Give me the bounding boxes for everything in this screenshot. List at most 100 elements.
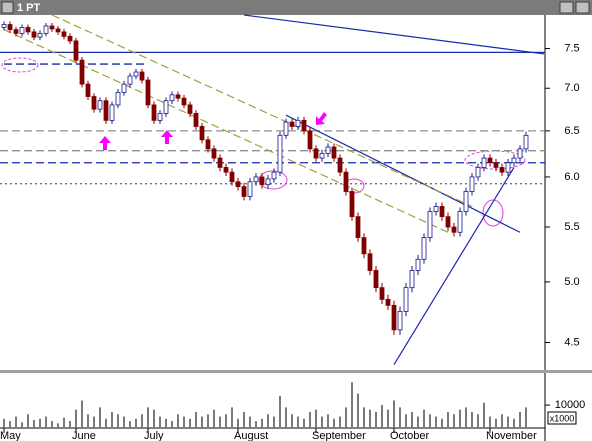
volume-bar <box>225 414 227 428</box>
volume-bar <box>447 411 449 428</box>
candle-body <box>265 178 271 186</box>
candle-body <box>235 181 241 188</box>
title-bar <box>0 0 592 15</box>
candle-body <box>31 31 37 38</box>
candle-body <box>523 134 529 150</box>
volume-bar <box>189 418 191 428</box>
candle-body <box>343 171 349 192</box>
maximize-button[interactable] <box>559 1 574 14</box>
unit-box <box>547 411 577 425</box>
volume-bar <box>423 409 425 428</box>
candle-body <box>13 29 19 34</box>
volume-bar <box>231 407 233 428</box>
trend-line <box>3 29 449 233</box>
volume-bar <box>81 400 83 428</box>
volume-bar <box>309 411 311 428</box>
volume-bar <box>291 414 293 428</box>
ellipse <box>482 199 504 227</box>
volume-bar <box>207 414 209 428</box>
candle-body <box>163 100 169 114</box>
candle-body <box>19 27 25 34</box>
volume-bar <box>519 411 521 428</box>
candle-body <box>331 146 337 159</box>
volume-bar <box>75 409 77 428</box>
candle-body <box>277 134 283 173</box>
trend-line <box>51 14 473 208</box>
candle-body <box>511 157 517 164</box>
candle-body <box>289 121 295 127</box>
candle-body <box>133 71 139 77</box>
candle-body <box>55 28 61 33</box>
volume-bar <box>87 414 89 428</box>
candle-body <box>115 91 121 106</box>
candle-body <box>463 191 469 212</box>
volume-bar <box>243 411 245 428</box>
ellipse <box>1 57 39 73</box>
volume-bar <box>507 416 509 428</box>
volume-bar <box>255 421 257 428</box>
volume-bar <box>93 416 95 428</box>
candle-body <box>91 96 97 110</box>
panel-separator <box>0 370 592 373</box>
close-button[interactable] <box>575 1 590 14</box>
volume-bar <box>57 423 59 428</box>
volume-bar <box>453 414 455 428</box>
candle-body <box>421 237 427 260</box>
volume-bar <box>501 414 503 428</box>
candle-body <box>253 176 259 183</box>
volume-bar <box>441 418 443 428</box>
candle-body <box>499 167 505 173</box>
candle-body <box>247 181 253 197</box>
volume-bar <box>315 409 317 428</box>
candle-body <box>157 113 163 121</box>
volume-bar <box>477 414 479 428</box>
candle-body <box>457 211 463 233</box>
volume-bar <box>363 407 365 428</box>
volume-bar <box>483 402 485 428</box>
candle-body <box>469 176 475 192</box>
candle-body <box>451 226 457 233</box>
volume-bar <box>339 416 341 428</box>
candle-body <box>181 97 187 106</box>
x-tick-label: June <box>72 430 96 441</box>
volume-bar <box>69 421 71 428</box>
volume-bar <box>303 418 305 428</box>
volume-bar <box>195 411 197 428</box>
candle-body <box>307 130 313 150</box>
candle-body <box>85 83 91 97</box>
volume-bar <box>495 418 497 428</box>
volume-bar <box>345 407 347 428</box>
candle-body <box>151 104 157 121</box>
candle-body <box>43 25 49 34</box>
volume-bar <box>147 407 149 428</box>
volume-bar <box>399 407 401 428</box>
candle-body <box>517 148 523 159</box>
volume-bar <box>513 418 515 428</box>
volume-bar <box>171 421 173 428</box>
volume-bar <box>237 418 239 428</box>
volume-bar <box>393 400 395 428</box>
volume-bar <box>267 414 269 428</box>
candle-body <box>439 206 445 218</box>
volume-bar <box>105 418 107 428</box>
volume-bar <box>411 411 413 428</box>
volume-bar <box>159 416 161 428</box>
trend-line <box>243 14 545 55</box>
candle-body <box>109 104 115 121</box>
volume-bar <box>15 416 17 428</box>
candle-body <box>67 35 73 42</box>
window-icon[interactable] <box>1 1 14 14</box>
x-tick-label: November <box>486 430 537 441</box>
volume-bar <box>21 422 23 428</box>
candle-body <box>193 113 199 127</box>
volume-bar <box>525 407 527 428</box>
volume-bar <box>123 416 125 428</box>
volume-bar <box>279 395 281 428</box>
y-tick-label: 4.5 <box>564 336 579 348</box>
candle-body <box>241 186 247 197</box>
volume-bar <box>489 416 491 428</box>
candle-body <box>139 71 145 81</box>
candle-body <box>187 104 193 114</box>
candle-body <box>367 253 373 271</box>
candle-body <box>79 59 85 85</box>
